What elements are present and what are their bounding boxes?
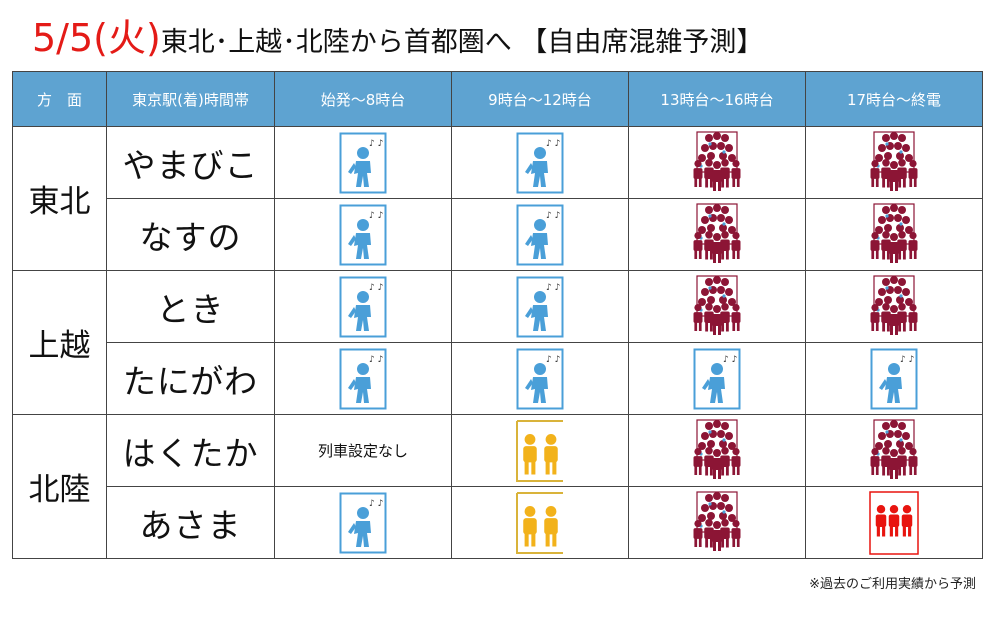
svg-text:♪ ♪: ♪ ♪ [546,211,560,221]
seats-available-icon: ♪ ♪ [339,492,387,553]
slot-cell: ♪ ♪ [274,486,452,559]
table-row: 東北 やまびこ ♪ ♪ ♪ ♪ [12,126,983,271]
table-row: 上越 とき ♪ ♪ ♪ ♪ [12,270,983,415]
slot-cell [628,198,806,271]
very-crowded-icon [870,418,918,479]
header-slot-1: 始発～8時台 [274,71,452,127]
slot-cell: ♪ ♪ [274,126,452,199]
slot-cell [805,270,983,343]
slot-cell: ♪ ♪ [274,198,452,271]
slot-cell [628,414,806,487]
direction-cell: 東北 [12,126,107,271]
train-name-cell: なすの [106,198,275,271]
slot-cell: ♪ ♪ [805,342,983,415]
train-name-cell: はくたか [106,414,275,487]
slot-cell [805,126,983,199]
slot-cell: ♪ ♪ [451,342,629,415]
title-date: 5/5(火) [32,16,161,60]
very-crowded-icon [870,274,918,335]
train-name-cell: あさま [106,486,275,559]
seats-available-icon: ♪ ♪ [339,132,387,193]
very-crowded-icon [693,418,741,479]
slot-cell [805,414,983,487]
slot-cell [628,486,806,559]
title-text: 東北･上越･北陸から首都圏へ 【自由席混雑予測】 [160,27,764,58]
congestion-table: 方 面 東京駅(着)時間帯 始発～8時台 9時台～12時台 13時台～16時台 … [12,71,983,559]
footnote: ※過去のご利用実績から予測 [809,577,976,592]
svg-text:♪ ♪: ♪ ♪ [723,355,737,365]
slot-cell [628,126,806,199]
very-crowded-icon [693,274,741,335]
slot-cell: ♪ ♪ [451,270,629,343]
seats-available-icon: ♪ ♪ [339,204,387,265]
seats-available-icon: ♪ ♪ [693,348,741,409]
svg-text:♪ ♪: ♪ ♪ [369,283,383,293]
header-slot-4: 17時台～終電 [805,71,983,127]
train-name-cell: やまびこ [106,126,275,199]
seats-available-icon: ♪ ♪ [870,348,918,409]
train-name-cell: とき [106,270,275,343]
direction-cell: 上越 [12,270,107,415]
slot-cell [628,270,806,343]
seats-available-icon: ♪ ♪ [516,132,564,193]
very-crowded-icon [870,130,918,191]
no-service-note: 列車設定なし [274,414,452,487]
very-crowded-icon [693,490,741,551]
very-crowded-icon [870,202,918,263]
slot-cell: ♪ ♪ [451,126,629,199]
slot-cell: ♪ ♪ [628,342,806,415]
svg-text:♪ ♪: ♪ ♪ [546,283,560,293]
svg-text:♪ ♪: ♪ ♪ [546,355,560,365]
svg-text:♪ ♪: ♪ ♪ [369,499,383,509]
header-slot-2: 9時台～12時台 [451,71,629,127]
table-row: なすの ♪ ♪ ♪ ♪ [13,198,983,271]
slot-cell [451,486,629,559]
crowded-icon [869,490,919,555]
header-arrival-window: 東京駅(着)時間帯 [106,71,275,127]
slot-cell: ♪ ♪ [274,270,452,343]
slot-cell [805,198,983,271]
slot-cell [805,486,983,559]
header-direction: 方 面 [12,71,107,127]
table-row: 北陸 はくたか 列車設定なし [12,414,983,559]
very-crowded-icon [693,130,741,191]
table-row: たにがわ ♪ ♪ ♪ ♪ ♪ ♪ ♪ ♪ [13,342,983,415]
svg-text:♪ ♪: ♪ ♪ [900,355,914,365]
few-seats-icon [516,419,563,482]
slot-cell: ♪ ♪ [274,342,452,415]
seats-available-icon: ♪ ♪ [339,348,387,409]
svg-text:♪ ♪: ♪ ♪ [546,139,560,149]
header-slot-3: 13時台～16時台 [628,71,806,127]
page-title: 5/5(火)東北･上越･北陸から首都圏へ 【自由席混雑予測】 [32,14,763,62]
header-row: 方 面 東京駅(着)時間帯 始発～8時台 9時台～12時台 13時台～16時台 … [12,71,983,127]
slot-cell: ♪ ♪ [451,198,629,271]
seats-available-icon: ♪ ♪ [516,204,564,265]
slot-cell [451,414,629,487]
train-name-cell: たにがわ [106,342,275,415]
svg-text:♪ ♪: ♪ ♪ [369,211,383,221]
direction-cell: 北陸 [12,414,107,559]
seats-available-icon: ♪ ♪ [516,276,564,337]
few-seats-icon [516,491,563,554]
seats-available-icon: ♪ ♪ [516,348,564,409]
very-crowded-icon [693,202,741,263]
table-row: あさま ♪ ♪ [13,486,983,559]
svg-text:♪ ♪: ♪ ♪ [369,139,383,149]
svg-text:♪ ♪: ♪ ♪ [369,355,383,365]
seats-available-icon: ♪ ♪ [339,276,387,337]
